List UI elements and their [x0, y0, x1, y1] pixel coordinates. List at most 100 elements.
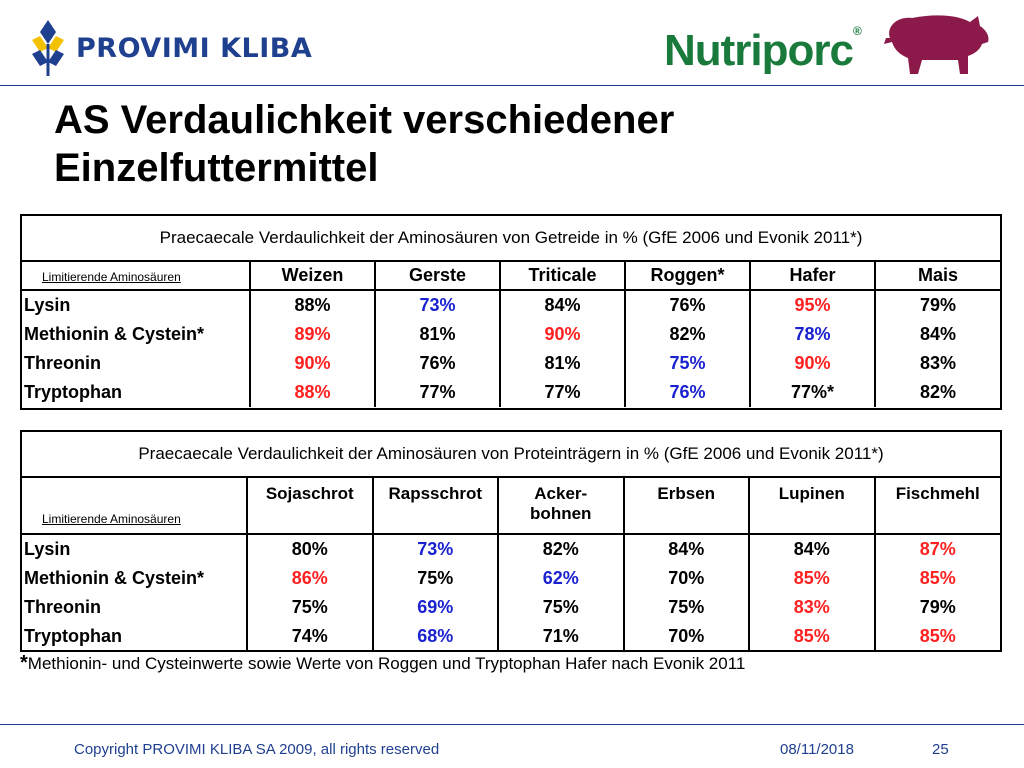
- registered-mark: ®: [853, 24, 862, 38]
- row-label: Threonin: [24, 353, 101, 373]
- column-header: Roggen*: [624, 262, 750, 291]
- table-cell: 68%: [371, 622, 498, 651]
- provimi-kliba-logo: PROVIMI KLIBA: [26, 18, 312, 78]
- column-header: Rapsschrot: [371, 478, 498, 535]
- wheat-icon: [32, 20, 64, 76]
- header-rule: [0, 85, 1024, 86]
- table-row: Tryptophan 88% 77% 77% 76% 77%* 82%: [22, 378, 1000, 407]
- protein-table-caption: Praecaecale Verdaulichkeit der Aminosäur…: [22, 432, 1000, 478]
- table-cell: 75%: [497, 593, 624, 622]
- table-cell: 79%: [873, 593, 1000, 622]
- table-cell: 69%: [371, 593, 498, 622]
- cereals-grid: Limitierende Aminosäuren Weizen Gerste T…: [22, 262, 1000, 407]
- table-cell: 70%: [622, 564, 749, 593]
- table-cell: 77%: [499, 378, 625, 407]
- column-header: Sojaschrot: [246, 478, 373, 535]
- footnote-mark: *: [20, 652, 28, 674]
- row-label: Lysin: [24, 295, 71, 315]
- table-cell: 95%: [749, 290, 875, 320]
- footer-page-number: 25: [932, 741, 949, 758]
- cereals-table-caption: Praecaecale Verdaulichkeit der Aminosäur…: [22, 216, 1000, 262]
- table-cell: 85%: [873, 564, 1000, 593]
- table-row: Threonin 75% 69% 75% 75% 83% 79%: [22, 593, 1000, 622]
- table-cell: 83%: [874, 349, 1000, 378]
- footer-date: 08/11/2018: [780, 741, 854, 758]
- table-cell: 81%: [499, 349, 625, 378]
- table-cell: 79%: [874, 290, 1000, 320]
- table-row: Methionin & Cystein* 89% 81% 90% 82% 78% 84%: [22, 320, 1000, 349]
- table-cell: 85%: [748, 564, 875, 593]
- table-cell: 62%: [497, 564, 624, 593]
- row-label: Tryptophan: [24, 626, 122, 646]
- row-header-label: Limitierende Aminosäuren: [42, 512, 181, 526]
- row-header-cell: Limitierende Aminosäuren: [22, 262, 250, 291]
- title-line-1: AS Verdaulichkeit verschiedener: [54, 98, 675, 142]
- table-cell: 75%: [624, 349, 750, 378]
- footnote-text: Methionin- und Cysteinwerte sowie Werte …: [27, 654, 746, 673]
- footer-rule: [0, 724, 1024, 725]
- table-cell: 76%: [374, 349, 500, 378]
- column-header: Gerste: [374, 262, 500, 291]
- column-header: Erbsen: [622, 478, 749, 535]
- table-row: Lysin 88% 73% 84% 76% 95% 79%: [22, 290, 1000, 320]
- table-cell: 76%: [624, 290, 750, 320]
- table-cell: 84%: [874, 320, 1000, 349]
- row-label: Lysin: [24, 539, 71, 559]
- page-title: AS Verdaulichkeit verschiedener Einzelfu…: [54, 96, 954, 192]
- column-header: Weizen: [249, 262, 375, 291]
- table-cell: 81%: [374, 320, 500, 349]
- table-cell: 90%: [249, 349, 375, 378]
- table-row: Tryptophan 74% 68% 71% 70% 85% 85%: [22, 622, 1000, 651]
- product-name: Nutriporc: [664, 26, 854, 75]
- table-cell: 86%: [246, 564, 373, 593]
- table-cell: 77%*: [749, 378, 875, 407]
- table-row: Lysin 80% 73% 82% 84% 84% 87%: [22, 534, 1000, 564]
- cereals-header-row: Limitierende Aminosäuren Weizen Gerste T…: [22, 262, 1000, 291]
- brand-name: PROVIMI KLIBA: [76, 32, 313, 64]
- footnote: *Methionin- und Cysteinwerte sowie Werte…: [20, 652, 745, 675]
- table-cell: 84%: [499, 290, 625, 320]
- table-cell: 82%: [624, 320, 750, 349]
- table-cell: 82%: [497, 534, 624, 564]
- table-cell: 88%: [249, 290, 375, 320]
- row-label: Methionin & Cystein*: [24, 324, 205, 344]
- table-cell: 75%: [371, 564, 498, 593]
- table-cell: 75%: [622, 593, 749, 622]
- row-header-cell: Limitierende Aminosäuren: [22, 478, 247, 535]
- table-row: Methionin & Cystein* 86% 75% 62% 70% 85% 85%: [22, 564, 1000, 593]
- table-cell: 71%: [497, 622, 624, 651]
- table-cell: 75%: [246, 593, 373, 622]
- cereals-table: Praecaecale Verdaulichkeit der Aminosäur…: [20, 214, 1002, 410]
- column-header: Lupinen: [748, 478, 875, 535]
- column-header: Hafer: [749, 262, 875, 291]
- table-cell: 89%: [249, 320, 375, 349]
- row-label: Threonin: [24, 597, 101, 617]
- table-cell: 85%: [873, 622, 1000, 651]
- title-line-2: Einzelfuttermittel: [54, 146, 379, 190]
- table-cell: 84%: [748, 534, 875, 564]
- protein-header-row: Limitierende Aminosäuren Sojaschrot Raps…: [22, 478, 1000, 535]
- table-cell: 73%: [371, 534, 498, 564]
- table-cell: 83%: [748, 593, 875, 622]
- table-cell: 88%: [249, 378, 375, 407]
- table-cell: 80%: [246, 534, 373, 564]
- nutriporc-logo: Nutriporc®: [664, 24, 862, 76]
- column-header: Mais: [874, 262, 1000, 291]
- table-cell: 77%: [374, 378, 500, 407]
- table-cell: 70%: [622, 622, 749, 651]
- column-header: Fischmehl: [873, 478, 1000, 535]
- table-cell: 85%: [748, 622, 875, 651]
- protein-grid: Limitierende Aminosäuren Sojaschrot Raps…: [22, 478, 1000, 651]
- footer-copyright: Copyright PROVIMI KLIBA SA 2009, all rig…: [74, 741, 440, 758]
- table-cell: 74%: [246, 622, 373, 651]
- column-header: Acker- bohnen: [497, 478, 624, 535]
- table-cell: 76%: [624, 378, 750, 407]
- table-cell: 90%: [499, 320, 625, 349]
- table-row: Threonin 90% 76% 81% 75% 90% 83%: [22, 349, 1000, 378]
- table-cell: 84%: [622, 534, 749, 564]
- table-cell: 87%: [873, 534, 1000, 564]
- row-header-label: Limitierende Aminosäuren: [42, 270, 181, 284]
- table-cell: 73%: [374, 290, 500, 320]
- column-header: Triticale: [499, 262, 625, 291]
- table-cell: 78%: [749, 320, 875, 349]
